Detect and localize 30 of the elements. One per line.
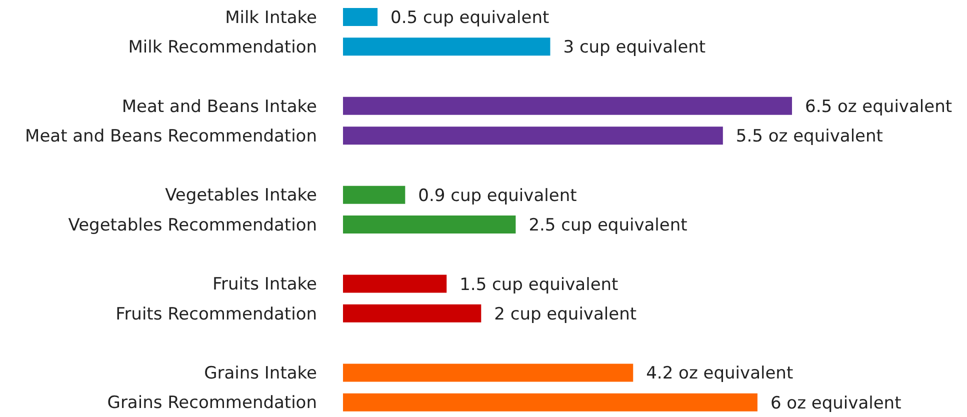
bar: [343, 216, 516, 234]
y-tick-label: Meat and Beans Intake: [122, 96, 317, 117]
y-tick-label: Grains Recommendation: [107, 393, 317, 414]
bar: [343, 304, 482, 322]
bar: [343, 393, 758, 412]
y-tick-label: Vegetables Recommendation: [68, 215, 317, 236]
data-label: 6 oz equivalent: [770, 393, 902, 414]
bar: [343, 126, 723, 145]
y-tick-label: Fruits Intake: [212, 274, 317, 295]
data-label: 0.9 cup equivalent: [418, 186, 578, 206]
bar: [343, 274, 447, 293]
data-label: 4.2 oz equivalent: [646, 364, 794, 384]
data-label: 5.5 oz equivalent: [736, 126, 884, 147]
bar: [343, 186, 406, 204]
bar: [343, 38, 550, 56]
y-tick-label: Grains Intake: [204, 364, 317, 384]
y-tick-label: Milk Intake: [225, 8, 317, 28]
y-tick-label: Milk Recommendation: [128, 38, 317, 58]
data-label: 2 cup equivalent: [494, 304, 637, 324]
y-tick-label: Meat and Beans Recommendation: [25, 126, 317, 146]
y-tick-label: Fruits Recommendation: [116, 304, 317, 324]
data-label: 3 cup equivalent: [563, 38, 706, 58]
data-label: 0.5 cup equivalent: [390, 8, 550, 28]
data-label: 1.5 cup equivalent: [460, 274, 619, 295]
data-label: 2.5 cup equivalent: [528, 216, 688, 236]
bar: [343, 8, 378, 26]
data-label: 6.5 oz equivalent: [805, 96, 952, 117]
bar: [343, 96, 792, 115]
bar: [343, 364, 634, 382]
y-tick-label: Vegetables Intake: [165, 186, 317, 206]
